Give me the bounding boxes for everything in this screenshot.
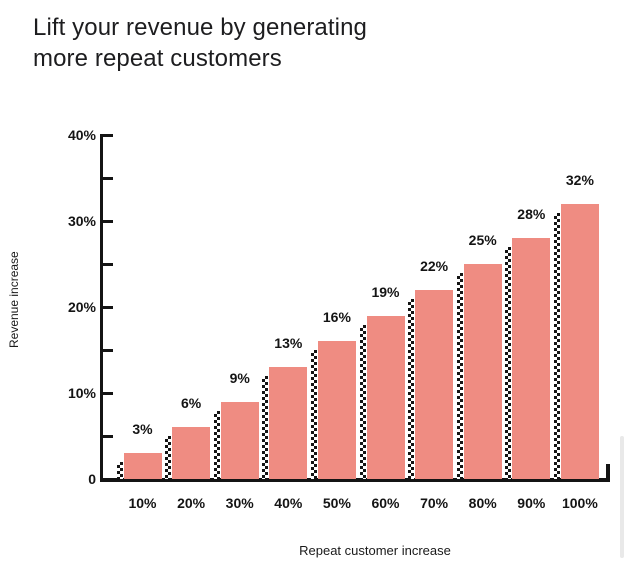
y-tick bbox=[103, 305, 113, 309]
scrollbar-thumb[interactable] bbox=[620, 436, 624, 558]
bar-pattern-strip bbox=[310, 350, 317, 479]
bar-value-label: 13% bbox=[274, 335, 303, 352]
bar-value-label: 6% bbox=[180, 395, 202, 412]
bar-pattern-strip bbox=[165, 436, 172, 479]
y-tick-label: 0 bbox=[88, 471, 96, 487]
bar-value-label: 19% bbox=[371, 283, 400, 300]
y-tick-label: 40% bbox=[67, 127, 96, 143]
bar-pattern-strip bbox=[116, 462, 123, 479]
bar-pattern-strip bbox=[262, 376, 269, 479]
bar-value-label: 32% bbox=[565, 171, 594, 188]
y-tick bbox=[103, 219, 113, 223]
y-tick-label: 30% bbox=[67, 213, 96, 229]
bar bbox=[463, 264, 502, 479]
bar bbox=[512, 238, 551, 479]
y-tick bbox=[103, 348, 113, 352]
bar bbox=[366, 315, 405, 479]
x-tick-label: 60% bbox=[371, 495, 400, 511]
bar bbox=[317, 341, 356, 479]
x-axis-end-cap bbox=[606, 464, 610, 478]
bar-value-label: 9% bbox=[229, 369, 250, 386]
chart-title: Lift your revenue by generating more rep… bbox=[33, 12, 367, 74]
y-tick bbox=[103, 133, 113, 137]
y-tick-label: 20% bbox=[67, 299, 96, 315]
bar-value-label: 3% bbox=[132, 421, 153, 438]
bar-value-label: 16% bbox=[322, 309, 351, 326]
bar-pattern-strip bbox=[505, 247, 512, 479]
x-tick-label: 10% bbox=[128, 495, 157, 511]
bar-pattern-strip bbox=[456, 273, 463, 479]
bar bbox=[220, 401, 259, 479]
x-tick-label: 70% bbox=[420, 495, 449, 511]
x-tick-label: 90% bbox=[517, 495, 546, 511]
x-axis-title: Repeat customer increase bbox=[299, 543, 451, 558]
x-axis-line bbox=[100, 478, 610, 482]
x-tick-label: 50% bbox=[322, 495, 351, 511]
bar bbox=[269, 367, 308, 479]
y-tick-label: 10% bbox=[67, 385, 96, 401]
x-tick-label: 80% bbox=[468, 495, 497, 511]
bar bbox=[172, 427, 211, 479]
y-tick bbox=[103, 434, 113, 438]
bar-value-label: 22% bbox=[420, 257, 449, 274]
bar bbox=[560, 203, 599, 479]
x-tick-label: 30% bbox=[225, 495, 254, 511]
y-tick bbox=[103, 262, 113, 266]
bar-value-label: 25% bbox=[468, 232, 497, 248]
bar-pattern-strip bbox=[553, 212, 560, 479]
x-tick-label: 20% bbox=[177, 495, 206, 511]
bar-pattern-strip bbox=[359, 324, 366, 479]
bar-pattern-strip bbox=[213, 410, 220, 479]
chart-title-line1: Lift your revenue by generating bbox=[33, 14, 367, 41]
x-tick-label: 100% bbox=[561, 495, 598, 511]
bar-value-label: 28% bbox=[517, 206, 546, 223]
chart-title-line2: more repeat customers bbox=[33, 45, 282, 72]
x-tick-label: 40% bbox=[274, 495, 303, 511]
y-tick bbox=[103, 176, 113, 180]
y-axis-line bbox=[100, 134, 103, 482]
bar bbox=[123, 453, 162, 479]
y-tick bbox=[103, 391, 113, 395]
bar-pattern-strip bbox=[408, 298, 415, 479]
bar bbox=[415, 289, 454, 479]
